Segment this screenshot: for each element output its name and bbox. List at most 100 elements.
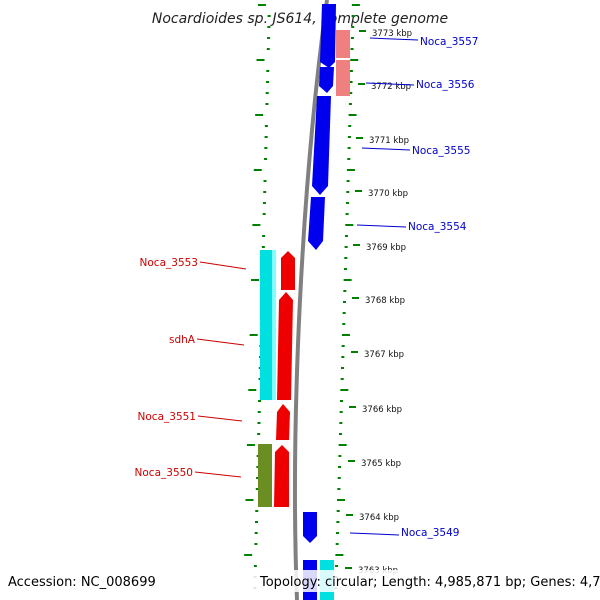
kbp-tick bbox=[356, 137, 363, 139]
kbp-label: 3770 kbp bbox=[368, 189, 408, 199]
kbp-label: 3773 kbp bbox=[372, 29, 412, 39]
tick-mark bbox=[338, 455, 342, 457]
footer-background bbox=[0, 570, 600, 592]
tick-mark bbox=[348, 114, 357, 116]
tick-mark bbox=[257, 4, 266, 6]
tick-mark bbox=[348, 125, 352, 127]
tick-mark bbox=[340, 389, 349, 391]
tick-mark bbox=[256, 59, 265, 61]
gene-noca-3557[interactable] bbox=[320, 4, 336, 68]
tick-mark bbox=[266, 48, 270, 50]
gene-noca-3549[interactable] bbox=[303, 512, 317, 543]
tick-mark bbox=[340, 400, 343, 402]
tick-mark bbox=[262, 235, 266, 237]
gene-noca-3553[interactable] bbox=[281, 251, 295, 290]
topology-text: Topology: circular; Length: 4,985,871 bp… bbox=[259, 575, 600, 590]
tick-mark bbox=[339, 433, 343, 435]
tick-mark bbox=[343, 279, 352, 281]
left-genes bbox=[258, 250, 295, 507]
gene-label-right[interactable]: Noca_3557 bbox=[420, 36, 478, 48]
right-callouts: Noca_3557 Noca_3556 Noca_3555 Noca_3554 Noca… bbox=[349, 36, 478, 539]
map-title: Nocardioides sp. JS614, complete genome bbox=[152, 11, 448, 27]
tick-mark bbox=[346, 169, 355, 171]
tick-mark bbox=[265, 103, 269, 105]
callout-line bbox=[361, 147, 411, 151]
kbp-tick bbox=[359, 30, 366, 32]
tick-mark bbox=[258, 400, 261, 402]
tick-mark bbox=[347, 147, 351, 149]
tick-mark bbox=[264, 136, 268, 138]
tick-mark bbox=[344, 257, 348, 259]
tick-mark bbox=[351, 26, 355, 28]
tick-mark bbox=[343, 290, 347, 292]
gene-label-right[interactable]: Noca_3555 bbox=[412, 145, 470, 157]
callout-line bbox=[197, 415, 243, 422]
tick-mark bbox=[351, 15, 355, 17]
gene-label-right[interactable]: Noca_3554 bbox=[408, 221, 467, 233]
tick-mark bbox=[257, 411, 261, 413]
kbp-label: 3767 kbp bbox=[364, 350, 404, 360]
kbp-label: 3764 kbp bbox=[359, 513, 399, 523]
tick-mark bbox=[340, 378, 344, 380]
gene-label-right[interactable]: Noca_3549 bbox=[401, 527, 459, 539]
kbp-tick bbox=[352, 297, 359, 299]
tick-mark bbox=[350, 48, 354, 50]
gene-sdha[interactable] bbox=[277, 292, 293, 400]
tick-mark bbox=[254, 543, 258, 545]
tick-mark bbox=[262, 202, 266, 204]
tick-mark bbox=[346, 191, 350, 193]
tick-mark bbox=[256, 466, 260, 468]
callout-line bbox=[199, 261, 247, 270]
callout-line bbox=[356, 224, 407, 228]
tick-mark bbox=[336, 521, 340, 523]
kbp-tick bbox=[353, 244, 360, 246]
callout-line bbox=[196, 338, 245, 346]
gene-label-left[interactable]: Noca_3551 bbox=[138, 411, 196, 423]
tick-mark bbox=[253, 169, 262, 171]
gene-label-left[interactable]: sdhA bbox=[169, 334, 196, 346]
right-genes bbox=[303, 4, 350, 600]
tick-mark bbox=[244, 554, 253, 556]
kbp-label: 3771 kbp bbox=[369, 136, 409, 146]
kbp-tick bbox=[358, 83, 365, 85]
callout-line bbox=[365, 82, 415, 86]
gene-noca-3550-olive[interactable] bbox=[258, 444, 272, 507]
gene-label-right[interactable]: Noca_3556 bbox=[416, 79, 475, 91]
gene-noca-3556[interactable] bbox=[319, 67, 334, 93]
gene-divider bbox=[336, 58, 350, 60]
kbp-labels: 3773 kbp 3772 kbp 3771 kbp 3770 kbp 3769 kbp… bbox=[345, 29, 412, 576]
gene-label-left[interactable]: Noca_3550 bbox=[135, 467, 193, 479]
tick-mark bbox=[267, 26, 271, 28]
tick-mark bbox=[335, 554, 344, 556]
tick-mark bbox=[335, 543, 339, 545]
tick-mark bbox=[246, 444, 255, 446]
tick-mark bbox=[351, 4, 360, 6]
genome-backbone bbox=[293, 0, 329, 600]
tick-mark bbox=[342, 301, 346, 303]
tick-mark bbox=[264, 125, 268, 127]
kbp-label: 3772 kbp bbox=[371, 82, 411, 92]
left-callouts: Noca_3553 sdhA Noca_3551 Noca_3550 bbox=[135, 257, 247, 479]
tick-mark bbox=[342, 323, 346, 325]
tick-mark bbox=[249, 334, 258, 336]
tick-mark bbox=[251, 279, 260, 281]
tick-mark bbox=[348, 103, 352, 105]
gene-noca-3550[interactable] bbox=[274, 445, 289, 507]
gene-label-left[interactable]: Noca_3553 bbox=[140, 257, 198, 269]
gene-noca-3554[interactable] bbox=[308, 197, 325, 250]
tick-mark bbox=[350, 59, 359, 61]
tick-mark bbox=[335, 565, 339, 567]
tick-mark bbox=[265, 92, 269, 94]
gene-highlight bbox=[272, 250, 276, 400]
tick-mark bbox=[349, 70, 353, 72]
tick-mark bbox=[341, 334, 350, 336]
gene-noca-3557-pink[interactable] bbox=[336, 30, 350, 96]
tick-mark bbox=[265, 81, 269, 83]
kbp-tick bbox=[346, 514, 353, 516]
gene-noca-3555[interactable] bbox=[312, 96, 331, 195]
tick-mark bbox=[342, 312, 346, 314]
kbp-tick bbox=[345, 567, 352, 569]
gene-noca-3551[interactable] bbox=[276, 404, 290, 440]
kbp-tick bbox=[349, 406, 356, 408]
